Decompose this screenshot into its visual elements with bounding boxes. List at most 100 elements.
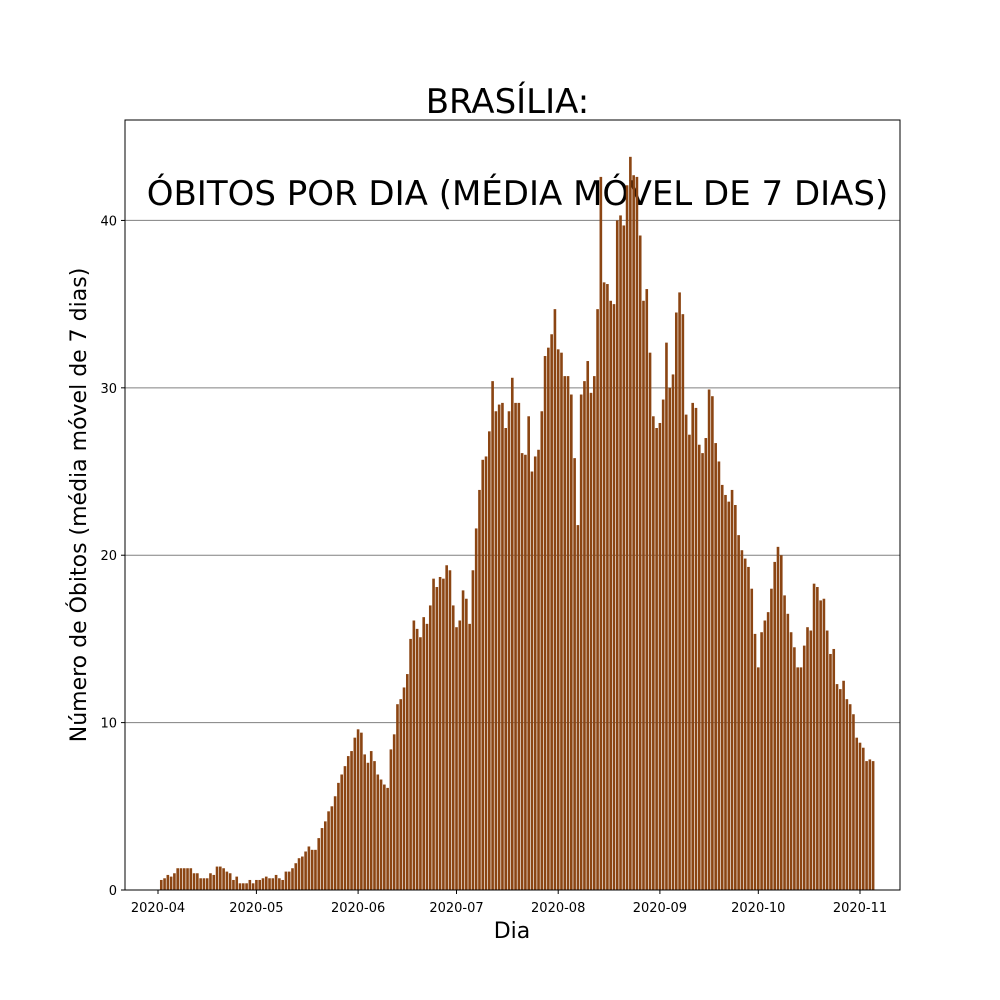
bar: [232, 879, 235, 890]
bar: [176, 868, 179, 890]
bar: [501, 402, 504, 890]
bar: [694, 407, 698, 890]
bar: [520, 453, 524, 890]
bar: [228, 873, 232, 890]
bar: [504, 428, 508, 890]
bar: [468, 623, 471, 890]
bar: [573, 458, 576, 890]
bar: [238, 883, 242, 890]
bar: [327, 811, 330, 890]
bar: [550, 334, 553, 890]
x-tick-label: 2020-05: [229, 901, 283, 916]
bar: [284, 871, 288, 890]
bar: [461, 590, 465, 890]
bar: [786, 613, 790, 890]
bar: [563, 376, 567, 890]
bar: [182, 868, 186, 890]
bar: [350, 751, 353, 890]
bar: [730, 489, 734, 890]
bar: [474, 528, 478, 890]
bar: [809, 630, 813, 890]
bar: [625, 185, 629, 890]
bar: [281, 879, 284, 890]
x-tick-label: 2020-08: [531, 901, 585, 916]
bar: [757, 667, 760, 890]
bar: [806, 627, 809, 890]
bars-layer: [159, 156, 875, 891]
bar: [658, 422, 662, 890]
bar: [832, 648, 836, 890]
bar: [369, 751, 373, 890]
bar: [196, 873, 199, 890]
bar: [770, 588, 773, 890]
bar: [816, 587, 819, 890]
y-axis-label: Número de Óbitos (média móvel de 7 dias): [66, 268, 92, 743]
x-tick-label: 2020-10: [731, 901, 785, 916]
bar: [373, 761, 376, 890]
chart-title-line2: ÓBITOS POR DIA (MÉDIA MÓVEL DE 7 DIAS): [146, 174, 889, 214]
bar: [202, 878, 206, 890]
bar: [419, 637, 422, 890]
bar: [688, 434, 691, 890]
bar: [278, 878, 281, 890]
bar: [632, 175, 635, 891]
bar: [169, 876, 173, 890]
bar: [212, 874, 216, 890]
bar: [320, 828, 324, 890]
bar: [724, 494, 727, 890]
bar: [481, 459, 485, 890]
bar: [533, 456, 537, 890]
bar: [442, 578, 445, 890]
bar: [458, 620, 462, 890]
bar: [556, 349, 560, 891]
bar: [294, 863, 298, 890]
bar: [353, 737, 357, 890]
bar: [251, 883, 255, 890]
bar: [471, 570, 475, 890]
bar: [435, 587, 439, 890]
bar: [399, 699, 403, 890]
bar: [655, 428, 658, 890]
bar: [540, 411, 544, 890]
bar: [606, 284, 609, 890]
bar: [566, 376, 570, 890]
bar: [451, 605, 455, 890]
bar: [861, 747, 865, 890]
bar: [274, 874, 278, 890]
bar: [704, 438, 708, 890]
bar: [268, 878, 271, 890]
x-tick-label: 2020-09: [633, 901, 687, 916]
bar: [455, 627, 458, 890]
bar: [711, 396, 714, 890]
bar: [799, 667, 803, 890]
bar: [445, 565, 448, 890]
x-axis-label: Dia: [494, 919, 531, 944]
bar: [340, 774, 344, 890]
bar: [166, 874, 170, 890]
bar: [753, 633, 757, 890]
bar: [297, 858, 301, 890]
bar: [392, 734, 396, 890]
bar: [173, 873, 176, 890]
y-tick-label: 30: [100, 382, 117, 397]
bar: [629, 156, 632, 890]
x-axis: 2020-04 2020-05 2020-06 2020-07 2020-08 2020-…: [131, 890, 887, 916]
bar: [366, 762, 370, 890]
x-tick-label: 2020-06: [331, 901, 385, 916]
bar: [448, 570, 452, 890]
bar: [386, 787, 389, 890]
bar: [638, 235, 642, 890]
bar: [789, 632, 793, 890]
bar: [343, 766, 347, 890]
bar: [317, 838, 321, 890]
x-tick-label: 2020-04: [131, 901, 185, 916]
bar: [766, 612, 770, 890]
bar: [734, 505, 737, 890]
y-tick-label: 20: [100, 549, 117, 564]
bar: [560, 352, 563, 890]
bar: [609, 300, 612, 890]
bar: [330, 806, 334, 890]
bar: [714, 443, 717, 890]
bar: [697, 444, 701, 890]
